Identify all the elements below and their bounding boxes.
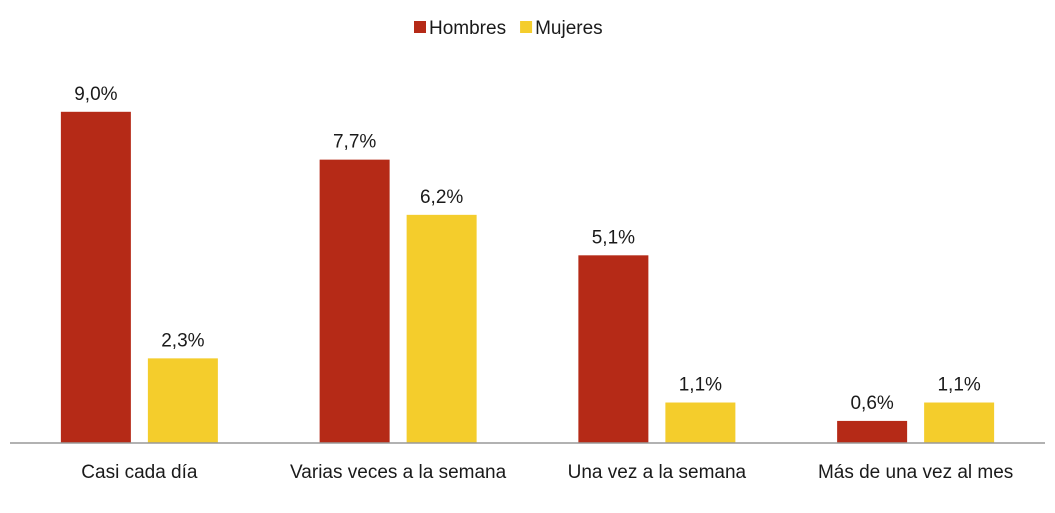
- data-label: 2,3%: [161, 330, 204, 351]
- legend-label: Mujeres: [535, 18, 603, 39]
- data-label: 5,1%: [592, 227, 635, 248]
- data-label: 6,2%: [420, 187, 463, 208]
- bar: [837, 420, 908, 443]
- bar: [406, 214, 477, 443]
- bar: [147, 358, 218, 443]
- x-tick-label: Casi cada día: [81, 462, 198, 483]
- data-label: 0,6%: [850, 393, 893, 414]
- bar: [924, 402, 995, 443]
- data-label: 1,1%: [937, 375, 980, 396]
- legend-label: Hombres: [429, 18, 506, 39]
- bar: [319, 159, 390, 443]
- bar: [60, 111, 131, 444]
- x-tick-label: Más de una vez al mes: [818, 462, 1013, 483]
- bar: [665, 402, 736, 443]
- data-label: 9,0%: [74, 84, 117, 105]
- data-label: 7,7%: [333, 132, 376, 153]
- legend-swatch: [414, 21, 426, 33]
- legend-swatch: [520, 21, 533, 33]
- data-label: 1,1%: [679, 375, 722, 396]
- x-tick-label: Una vez a la semana: [568, 462, 747, 483]
- x-tick-label: Varias veces a la semana: [290, 462, 507, 483]
- bar: [578, 255, 649, 443]
